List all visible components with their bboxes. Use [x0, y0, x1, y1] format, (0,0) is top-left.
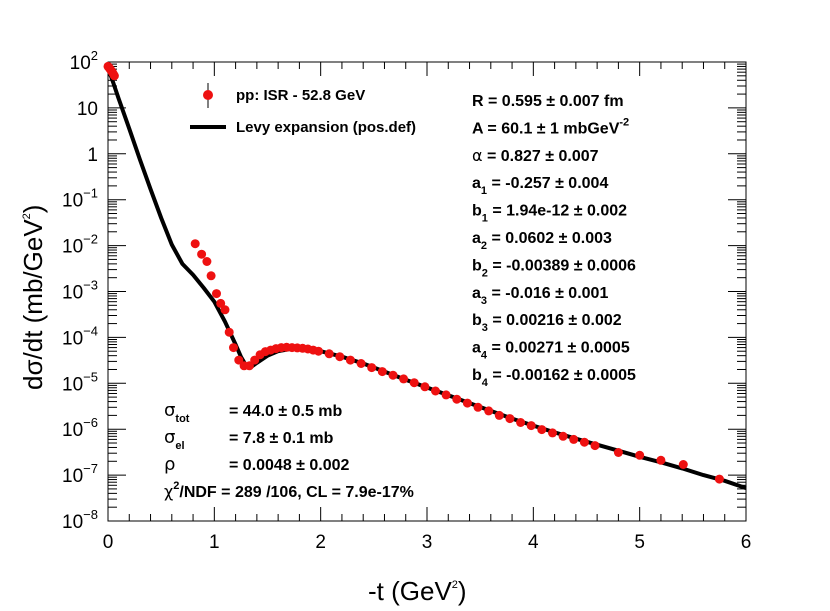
data-point	[516, 418, 526, 427]
fit-param-right: A = 60.1 ± 1 mbGeV-2	[472, 116, 629, 137]
y-tick-label: 10−6	[62, 415, 98, 441]
x-tick-labels: 0 1 2 3 4 5 6	[103, 532, 752, 553]
data-point	[590, 441, 600, 451]
fit-param-right: b1 = 1.94e-12 ± 0.002	[472, 203, 627, 225]
x-tick-label: 6	[741, 532, 752, 553]
data-point	[409, 378, 419, 388]
major-ticks	[107, 61, 747, 522]
legend-marker-icon	[203, 90, 213, 100]
data-point	[505, 414, 515, 424]
data-point	[613, 448, 623, 457]
data-point	[558, 431, 568, 441]
legend-label-data: pp: ISR - 52.8 GeV	[236, 87, 365, 104]
data-point	[548, 428, 557, 438]
data-point	[367, 363, 377, 373]
x-tick-label: 0	[103, 532, 114, 553]
fit-param-right: a3 = -0.016 ± 0.001	[472, 285, 608, 307]
data-point	[335, 352, 345, 362]
fit-param-right: a4 = 0.00271 ± 0.0005	[472, 340, 630, 362]
data-point	[244, 361, 254, 371]
fit-param-left-symbol: σtot	[164, 400, 190, 425]
data-point	[569, 434, 579, 444]
data-point	[202, 257, 212, 266]
y-tick-label: 10−8	[62, 507, 98, 533]
data-point	[345, 355, 355, 365]
fit-param-left-value: = 44.0 ± 0.5 mb	[229, 403, 343, 420]
data-point	[212, 289, 221, 299]
y-tick-label: 10−7	[62, 461, 98, 487]
data-point	[431, 386, 440, 396]
x-tick-label: 3	[422, 532, 433, 553]
data-point	[678, 460, 688, 469]
data-point	[229, 343, 238, 353]
data-point	[526, 421, 536, 431]
fit-param-left-symbol: σel	[164, 427, 185, 452]
fit-param-right: α = 0.827 ± 0.007	[472, 146, 599, 165]
data-point	[197, 249, 207, 259]
minor-ticks	[108, 62, 746, 521]
data-point	[714, 474, 724, 484]
data-point	[206, 271, 216, 281]
legend-line-entry: Levy expansion (pos.def)	[190, 119, 416, 136]
fit-line-path	[106, 67, 747, 490]
y-tick-label: 10−5	[62, 369, 98, 395]
data-point	[388, 370, 398, 380]
fit-curve	[106, 67, 747, 490]
data-point	[324, 349, 334, 359]
x-tick-label: 4	[528, 532, 539, 553]
fit-param-right: R = 0.595 ± 0.007 fm	[472, 93, 624, 110]
data-points	[103, 61, 724, 484]
fit-param-right: b4 = -0.00162 ± 0.0005	[472, 367, 636, 389]
data-point	[399, 374, 409, 384]
data-point	[494, 410, 504, 420]
data-point	[109, 71, 119, 81]
data-point	[537, 425, 547, 435]
y-tick-label: 10	[77, 99, 98, 120]
data-point	[473, 402, 483, 412]
y-tick-labels: 102 10 1 10−1 10−2 10−3 10−4 10−5 10−6 10−7 10−8	[62, 48, 98, 533]
data-point	[635, 450, 645, 460]
legend-label-fit: Levy expansion (pos.def)	[236, 119, 416, 136]
x-tick-label: 1	[209, 532, 220, 553]
fit-parameters-left: σtot = 44.0 ± 0.5 mb σel = 7.8 ± 0.1 mb ρ = 0…	[164, 400, 414, 501]
fit-param-left-value: = 0.0048 ± 0.002	[229, 457, 350, 474]
y-tick-label: 10−1	[62, 186, 98, 212]
data-point	[579, 437, 589, 447]
x-axis-title: -t (GeV2)	[368, 576, 467, 606]
data-point	[462, 398, 472, 408]
fit-param-right: a2 = 0.0602 ± 0.003	[472, 230, 612, 252]
data-point	[441, 390, 451, 400]
fit-param-left-value: = 7.8 ± 0.1 mb	[229, 430, 334, 447]
data-point	[314, 346, 323, 356]
legend-marker-entry: pp: ISR - 52.8 GeV	[203, 83, 365, 108]
data-point	[356, 359, 366, 368]
data-point	[220, 305, 230, 315]
x-tick-label: 2	[315, 532, 326, 553]
fit-param-right: b3 = 0.00216 ± 0.002	[472, 312, 622, 334]
data-point	[484, 406, 494, 416]
data-point	[420, 382, 430, 392]
data-point	[234, 355, 244, 365]
y-tick-label: 10−2	[62, 232, 98, 258]
fit-param-right: a1 = -0.257 ± 0.004	[472, 175, 608, 197]
plot-frame	[107, 61, 747, 522]
data-point	[216, 298, 226, 308]
y-tick-label: 102	[70, 48, 98, 74]
y-axis-title: dσ/dt (mb/GeV2)	[18, 205, 48, 390]
data-point	[224, 327, 234, 337]
fit-param-right: b2 = -0.00389 ± 0.0006	[472, 257, 636, 279]
fit-parameters-right: R = 0.595 ± 0.007 fm A = 60.1 ± 1 mbGeV-2…	[472, 93, 636, 389]
fit-param-left-symbol: ρ	[164, 454, 175, 475]
data-point	[656, 455, 666, 465]
legend: pp: ISR - 52.8 GeV Levy expansion (pos.d…	[190, 83, 416, 136]
y-tick-label: 1	[87, 145, 98, 166]
x-tick-label: 5	[634, 532, 645, 553]
y-tick-label: 10−4	[62, 323, 98, 349]
data-point	[190, 239, 200, 249]
chi2-ndf: χ2/NDF = 289 /106, CL = 7.9e-17%	[164, 480, 414, 501]
data-point	[452, 394, 462, 404]
y-tick-label: 10−3	[62, 278, 98, 304]
data-point	[377, 367, 387, 377]
